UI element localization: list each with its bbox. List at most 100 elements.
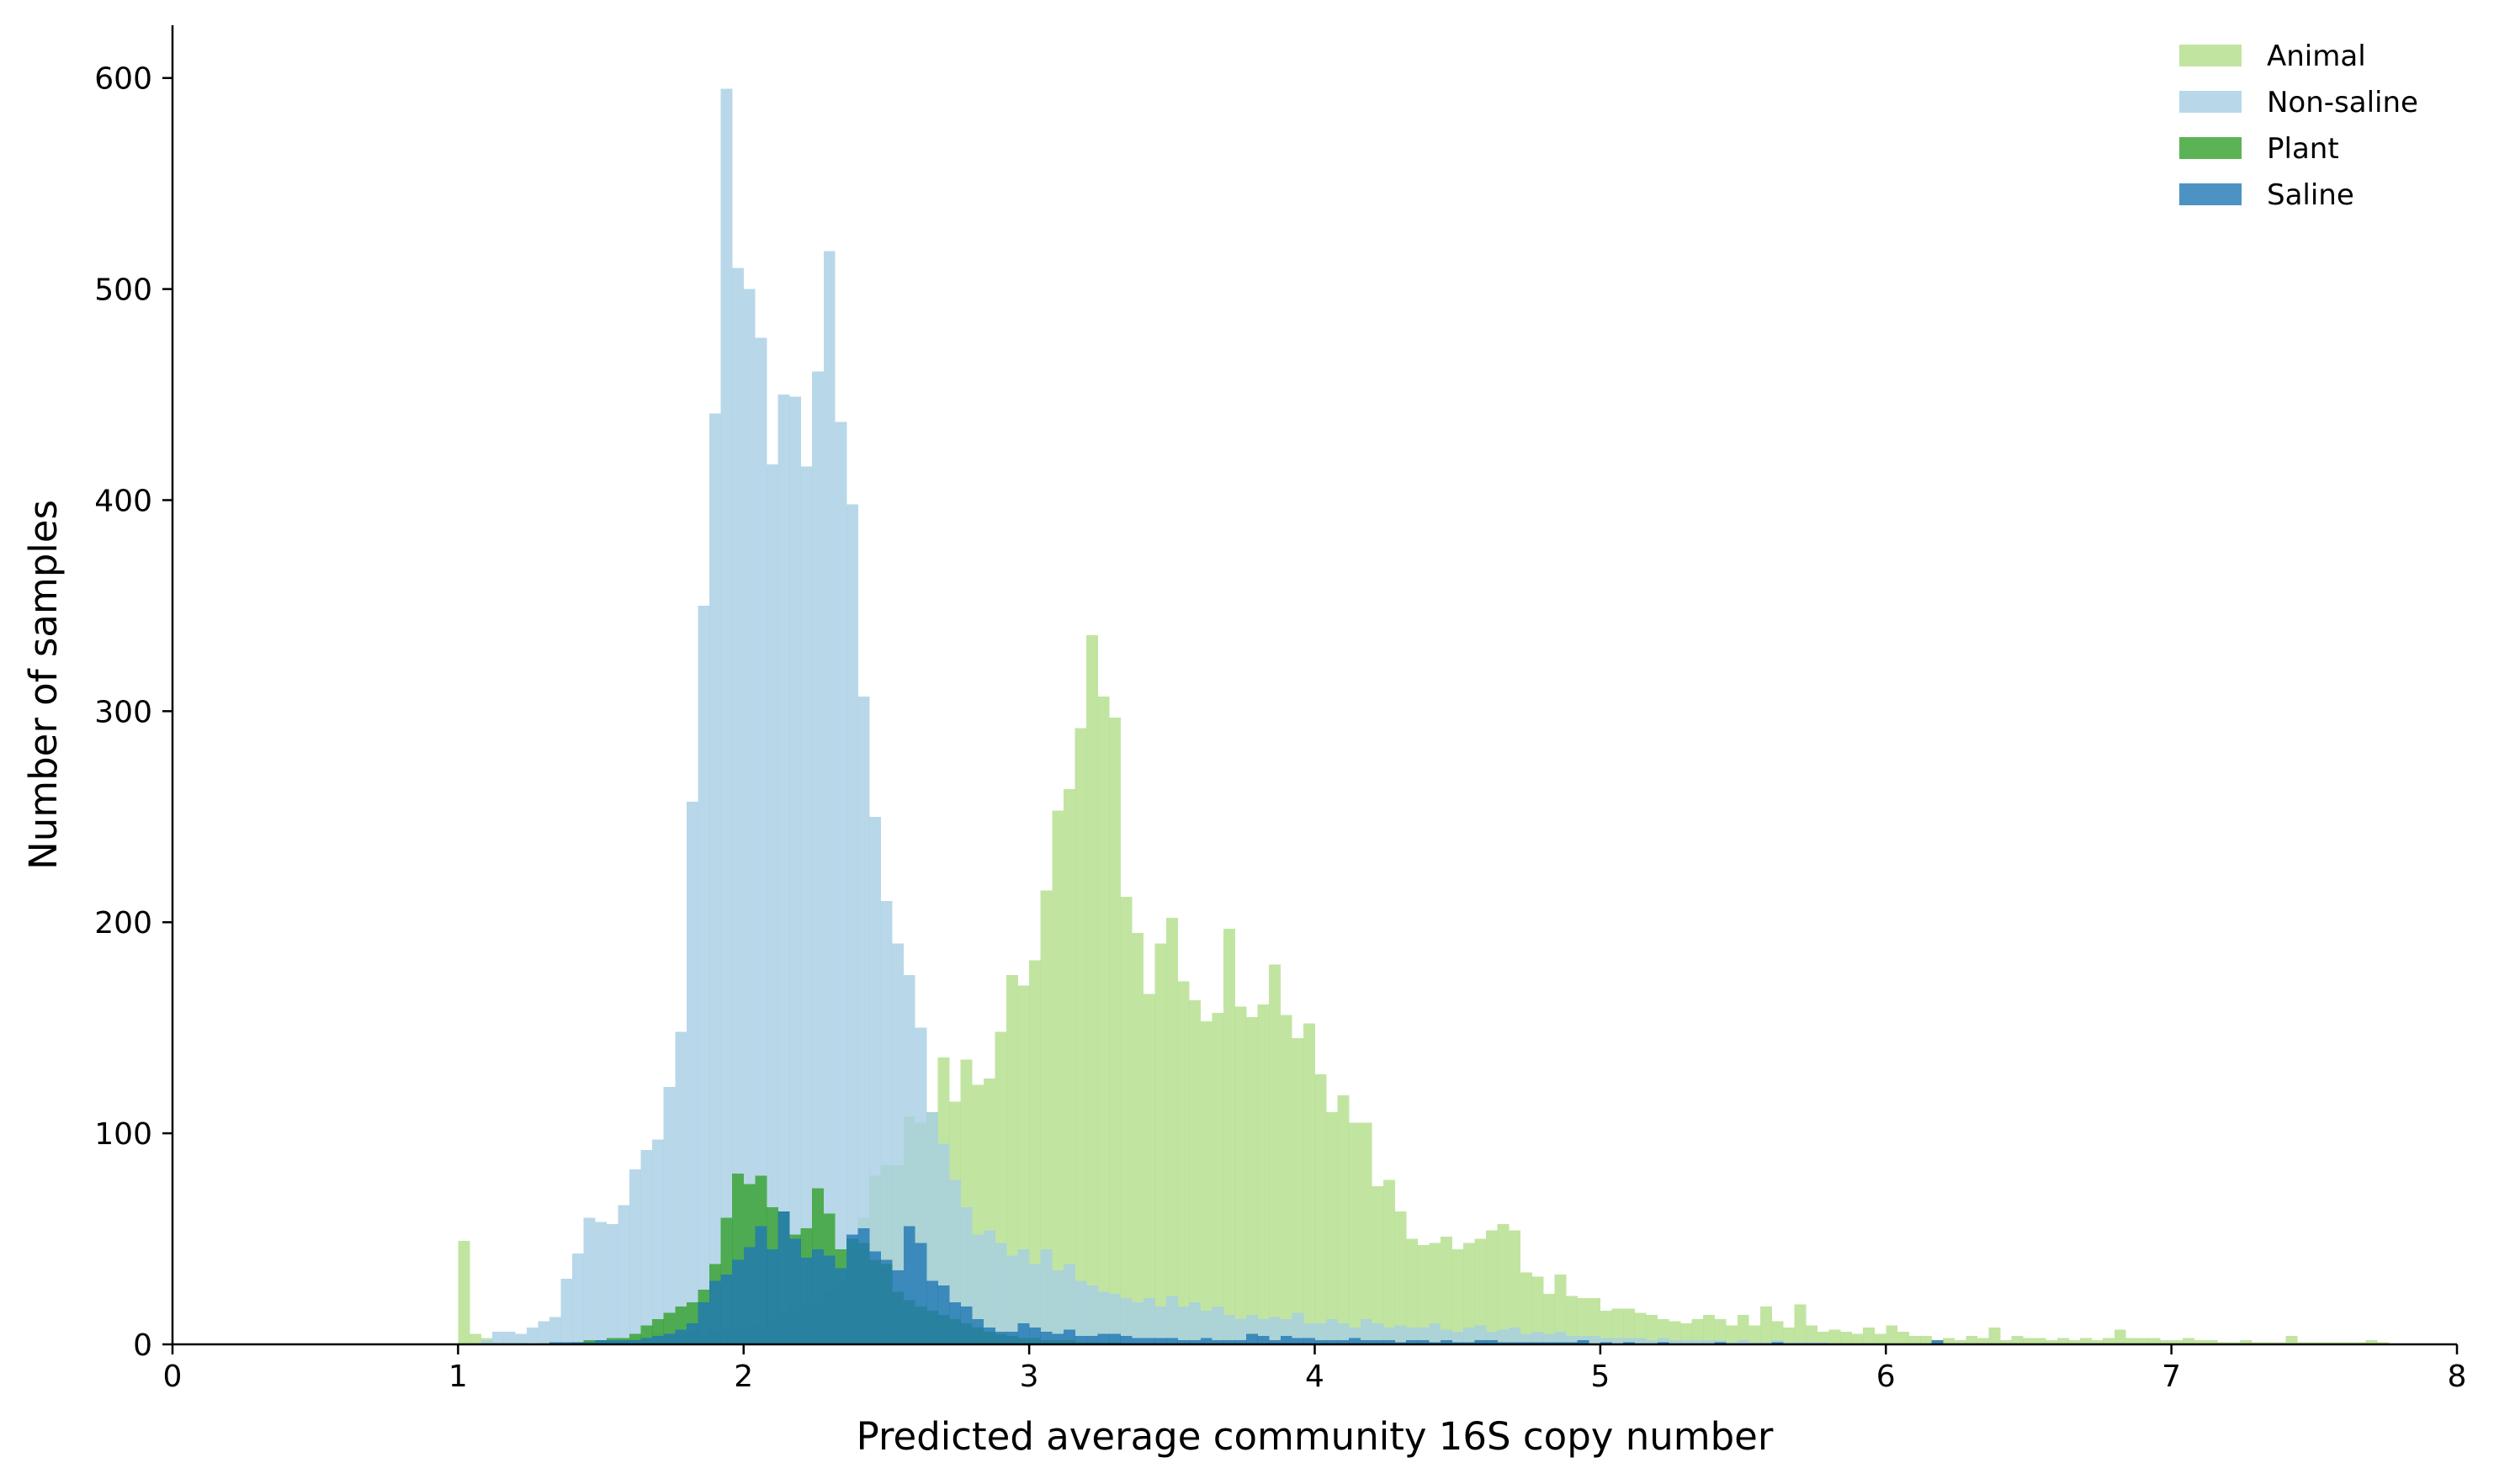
histogram-bar xyxy=(789,396,801,1344)
histogram-bar xyxy=(2046,1339,2058,1344)
histogram-bar xyxy=(1394,1211,1407,1344)
histogram-bar xyxy=(503,1331,516,1344)
histogram-bar xyxy=(1269,1339,1281,1344)
histogram-bar xyxy=(560,1342,573,1344)
x-tick-label: 3 xyxy=(1020,1359,1039,1394)
legend-label: Animal xyxy=(2267,40,2366,73)
histogram-bar xyxy=(972,1318,984,1344)
histogram-bar xyxy=(709,1280,721,1344)
histogram-bar xyxy=(538,1321,550,1344)
histogram-bar xyxy=(583,1342,596,1344)
histogram-bar xyxy=(777,395,790,1344)
histogram-bar xyxy=(1086,1285,1098,1344)
histogram-bar xyxy=(2103,1338,2115,1344)
histogram-bar xyxy=(1520,1333,1532,1344)
histogram-bar xyxy=(1977,1338,1989,1344)
histogram-bar xyxy=(1714,1318,1727,1344)
histogram-bar xyxy=(1509,1327,1521,1344)
histogram-bar xyxy=(2228,1342,2241,1344)
histogram-bar xyxy=(1314,1322,1327,1344)
histogram-bar xyxy=(1280,1015,1292,1344)
histogram-bar xyxy=(1543,1342,1555,1344)
histogram-bar xyxy=(1806,1342,1818,1344)
series-saline xyxy=(549,1211,1944,1344)
histogram-bar xyxy=(1246,1017,1258,1344)
x-tick-label: 8 xyxy=(2448,1359,2467,1394)
histogram-bar xyxy=(892,1270,905,1344)
histogram-bar xyxy=(1943,1338,1955,1344)
histogram-bar xyxy=(2194,1339,2206,1344)
histogram-bar xyxy=(1646,1339,1658,1344)
histogram-bar xyxy=(652,1335,665,1344)
histogram-bar xyxy=(1726,1325,1738,1344)
histogram-bar xyxy=(995,1331,1007,1344)
histogram-bar xyxy=(949,1301,962,1344)
histogram-bar xyxy=(1817,1342,1829,1344)
histogram-bar xyxy=(1794,1342,1807,1344)
histogram-bar xyxy=(1200,1021,1213,1344)
histogram-bar xyxy=(469,1333,481,1344)
histogram-bar xyxy=(1600,1338,1612,1344)
histogram-bar xyxy=(1554,1331,1567,1344)
histogram-bar xyxy=(1531,1342,1544,1344)
histogram-bar xyxy=(1132,932,1144,1344)
histogram-bar xyxy=(1623,1338,1635,1344)
histogram-bar xyxy=(1600,1310,1612,1344)
histogram-bar xyxy=(1382,1179,1395,1344)
histogram-bar xyxy=(1566,1335,1579,1344)
histogram-bar xyxy=(1966,1335,1978,1344)
histogram-bar xyxy=(1623,1308,1635,1344)
histogram-bar xyxy=(2240,1339,2252,1344)
histogram-bar xyxy=(1337,1322,1350,1344)
histogram-bar xyxy=(1269,964,1281,1344)
histogram-bar xyxy=(915,1243,927,1344)
histogram-bar xyxy=(1017,1249,1030,1344)
histogram-bar xyxy=(869,816,881,1344)
x-tick-label: 5 xyxy=(1590,1359,1610,1394)
histogram-bar xyxy=(1097,1333,1110,1344)
histogram-bar xyxy=(1657,1342,1669,1344)
legend-label: Saline xyxy=(2267,178,2354,212)
histogram-bar xyxy=(1462,1327,1475,1344)
histogram-bar xyxy=(1406,1238,1419,1344)
histogram-bar xyxy=(595,1339,608,1344)
histogram-bar xyxy=(903,1226,915,1344)
legend: Animal Non-saline Plant Saline xyxy=(2179,40,2418,212)
histogram-bar xyxy=(1714,1342,1727,1344)
histogram-bar xyxy=(2068,1339,2081,1344)
histogram-bar xyxy=(823,251,836,1345)
x-tick-label: 1 xyxy=(448,1359,468,1394)
histogram-bar xyxy=(1063,1329,1075,1344)
y-tick-label: 0 xyxy=(133,1328,152,1363)
histogram-bar xyxy=(1886,1325,1898,1344)
histogram-bar xyxy=(1234,1006,1247,1344)
histogram-bar xyxy=(2114,1329,2126,1344)
histogram-bar xyxy=(480,1339,493,1344)
ticks-layer: 0 1 2 3 4 5 6 7 8 0 100 200 300 400 500 600 xyxy=(94,62,2466,1394)
histogram-bar xyxy=(1040,890,1053,1344)
histogram-bar xyxy=(1372,1339,1384,1344)
histogram-bar xyxy=(1120,897,1133,1344)
histogram-bar xyxy=(1919,1335,1932,1344)
histogram-bar xyxy=(720,88,733,1344)
histogram-bar xyxy=(1462,1342,1475,1344)
histogram-bar xyxy=(835,1268,847,1344)
histogram-bar xyxy=(1189,1301,1202,1344)
histogram-bar xyxy=(1611,1308,1624,1344)
histogram-bar xyxy=(618,1205,630,1344)
histogram-bar xyxy=(572,1342,585,1344)
histogram-bar xyxy=(1954,1339,1966,1344)
histogram-bar xyxy=(2136,1338,2149,1344)
histogram-bar xyxy=(583,1217,596,1344)
histogram-bar xyxy=(1611,1338,1624,1344)
histogram-bar xyxy=(1212,1339,1224,1344)
histogram-bar xyxy=(1394,1325,1407,1344)
histogram-bar xyxy=(1657,1338,1669,1344)
histogram-bar xyxy=(1177,981,1190,1344)
histogram-bar xyxy=(1543,1293,1555,1344)
histogram-bar xyxy=(743,1247,756,1344)
histogram-bar xyxy=(1634,1338,1647,1344)
histogram-bar xyxy=(755,337,767,1344)
histogram-bar xyxy=(698,1301,710,1344)
histogram-bar xyxy=(1086,635,1098,1344)
